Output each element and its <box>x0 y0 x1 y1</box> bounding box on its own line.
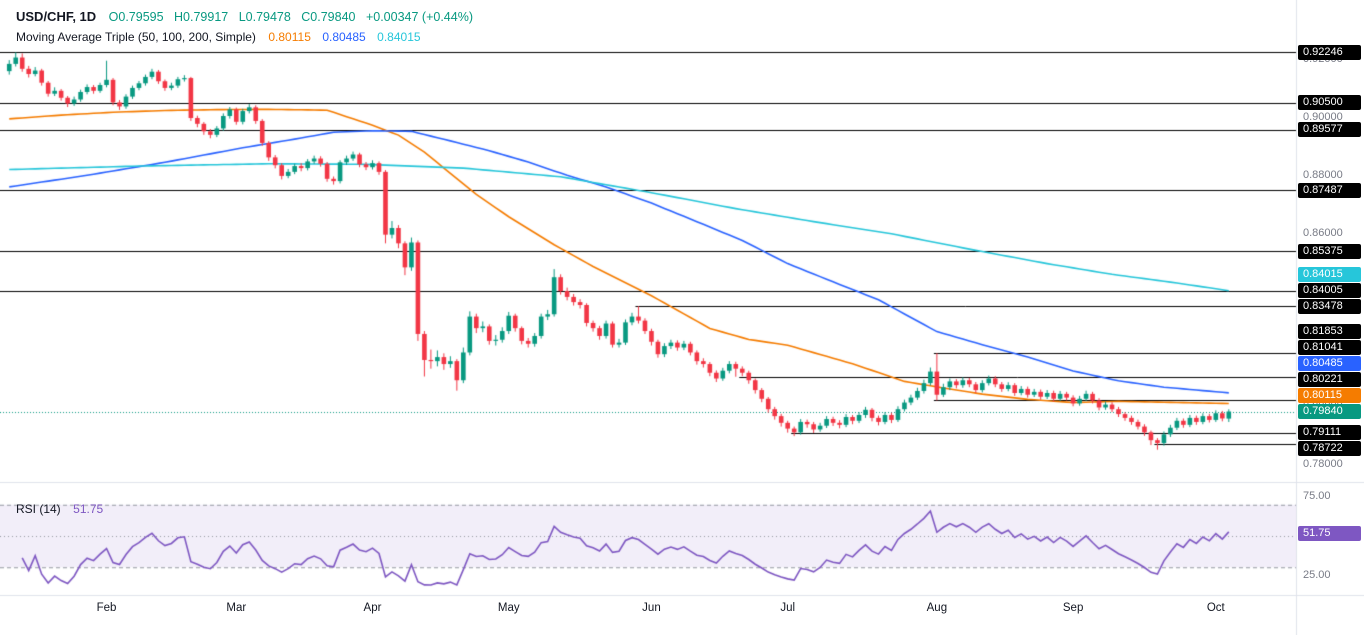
time-axis-label: Aug <box>926 602 948 614</box>
price-axis[interactable]: 0.920000.900000.880000.860000.840000.820… <box>1297 0 1364 635</box>
ohlc-open: O0.79595 <box>108 10 164 24</box>
rsi-tick-label: 75.00 <box>1303 490 1331 503</box>
ma50-value: 0.80115 <box>268 30 311 44</box>
price-tick-label: 0.88000 <box>1303 168 1343 181</box>
ma-value-badge: 0.84015 <box>1298 266 1361 282</box>
time-axis[interactable]: Feb Mar Apr May Jun Jul Aug Sep Oct <box>0 596 1297 635</box>
price-level-badge: 0.85375 <box>1298 243 1361 259</box>
price-level-badge: 0.92246 <box>1298 44 1361 60</box>
price-level-badge: 0.89577 <box>1298 122 1361 138</box>
price-tick-label: 0.90000 <box>1303 110 1343 123</box>
rsi-value-badge: 51.75 <box>1298 525 1361 541</box>
time-axis-label: Feb <box>96 602 117 614</box>
time-axis-label: Mar <box>226 602 247 614</box>
price-level-badge: 0.84005 <box>1298 282 1361 298</box>
time-axis-label: Oct <box>1206 602 1225 614</box>
price-level-badge: 0.78722 <box>1298 441 1361 457</box>
time-axis-label: May <box>497 602 520 614</box>
price-level-badge: 0.90500 <box>1298 95 1361 111</box>
price-level-badge: 0.79111 <box>1298 425 1361 441</box>
rsi-tick-label: 25.00 <box>1303 568 1331 581</box>
ma200-value: 0.84015 <box>377 30 421 44</box>
ohlc-close: C0.79840 <box>301 10 356 24</box>
ma-value-badge: 0.80485 <box>1298 356 1361 371</box>
rsi-value: 51.75 <box>73 502 104 516</box>
symbol-title[interactable]: USD/CHF, 1D <box>16 9 97 24</box>
symbol-legend: USD/CHF, 1D O0.79595 H0.79917 L0.79478 C… <box>16 8 479 26</box>
time-axis-label: Jul <box>780 602 796 614</box>
ma-indicator-title[interactable]: Moving Average Triple (50, 100, 200, Sim… <box>16 30 256 44</box>
price-change: +0.00347 (+0.44%) <box>365 10 473 24</box>
price-level-badge: 0.80221 <box>1298 372 1361 387</box>
price-level-badge: 0.87487 <box>1298 182 1361 198</box>
ma-indicator-legend: Moving Average Triple (50, 100, 200, Sim… <box>16 28 428 46</box>
ma-value-badge: 0.80115 <box>1298 388 1361 403</box>
ma100-value: 0.80485 <box>322 30 366 44</box>
rsi-title[interactable]: RSI (14) <box>16 502 61 516</box>
price-level-badge: 0.83478 <box>1298 298 1361 314</box>
price-level-badge: 0.81041 <box>1298 340 1361 355</box>
ohlc-high: H0.79917 <box>174 10 229 24</box>
price-tick-label: 0.86000 <box>1303 226 1343 239</box>
price-tick-label: 0.78000 <box>1303 458 1343 471</box>
time-axis-label: Apr <box>363 602 382 614</box>
ohlc-low: L0.79478 <box>238 10 291 24</box>
rsi-legend: RSI (14) 51.75 <box>16 500 110 518</box>
time-axis-label: Jun <box>642 602 661 614</box>
price-level-badge: 0.81853 <box>1298 324 1361 339</box>
time-axis-label: Sep <box>1062 602 1084 614</box>
last-price-badge: 0.79840 <box>1298 404 1361 419</box>
